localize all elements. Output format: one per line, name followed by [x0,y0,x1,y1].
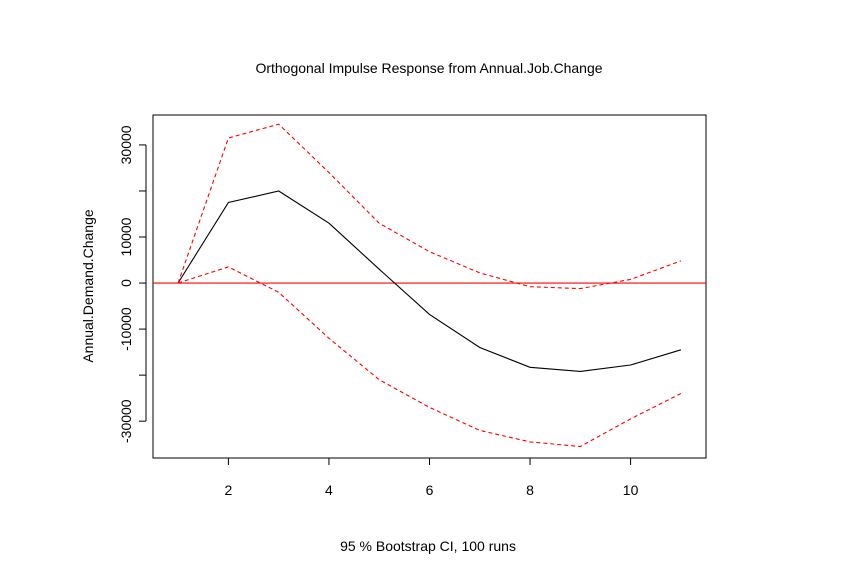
plot-frame [152,114,707,459]
plot-area [152,114,707,459]
chart-title: Orthogonal Impulse Response from Annual.… [255,60,602,76]
x-tick-label: 2 [225,482,233,498]
y-axis: -30000 -10000 0 10000 30000 [118,125,147,443]
x-tick-label: 6 [426,482,434,498]
x-tick-label: 8 [526,482,534,498]
series-line-upper [177,123,682,290]
y-axis-label: Annual.Demand.Change [80,209,96,363]
series-line-lower [177,266,682,448]
y-tick-label: 30000 [118,125,134,164]
y-tick-label: 0 [118,279,134,287]
x-axis: 2 4 6 8 10 [225,457,639,498]
y-tick-label: 10000 [118,217,134,256]
y-tick-label: -10000 [118,307,134,351]
x-tick-label: 10 [623,482,639,498]
x-tick-label: 4 [325,482,333,498]
x-axis-label: 95 % Bootstrap CI, 100 runs [340,538,516,554]
series-line-response [177,190,682,372]
y-tick-label: -30000 [118,399,134,443]
